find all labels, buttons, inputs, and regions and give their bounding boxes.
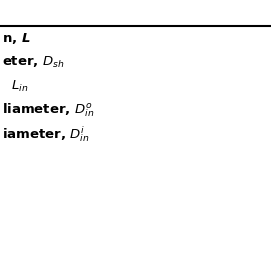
Text: iameter, $\boldsymbol{D^{i}_{in}}$: iameter, $\boldsymbol{D^{i}_{in}}$ — [2, 124, 90, 144]
Text: liameter, $\boldsymbol{D^{o}_{in}}$: liameter, $\boldsymbol{D^{o}_{in}}$ — [2, 101, 94, 119]
Text: $\boldsymbol{L_{in}}$: $\boldsymbol{L_{in}}$ — [2, 78, 28, 93]
Text: n, $\boldsymbol{L}$: n, $\boldsymbol{L}$ — [2, 31, 31, 46]
Text: eter, $\boldsymbol{D_{sh}}$: eter, $\boldsymbol{D_{sh}}$ — [2, 54, 65, 70]
